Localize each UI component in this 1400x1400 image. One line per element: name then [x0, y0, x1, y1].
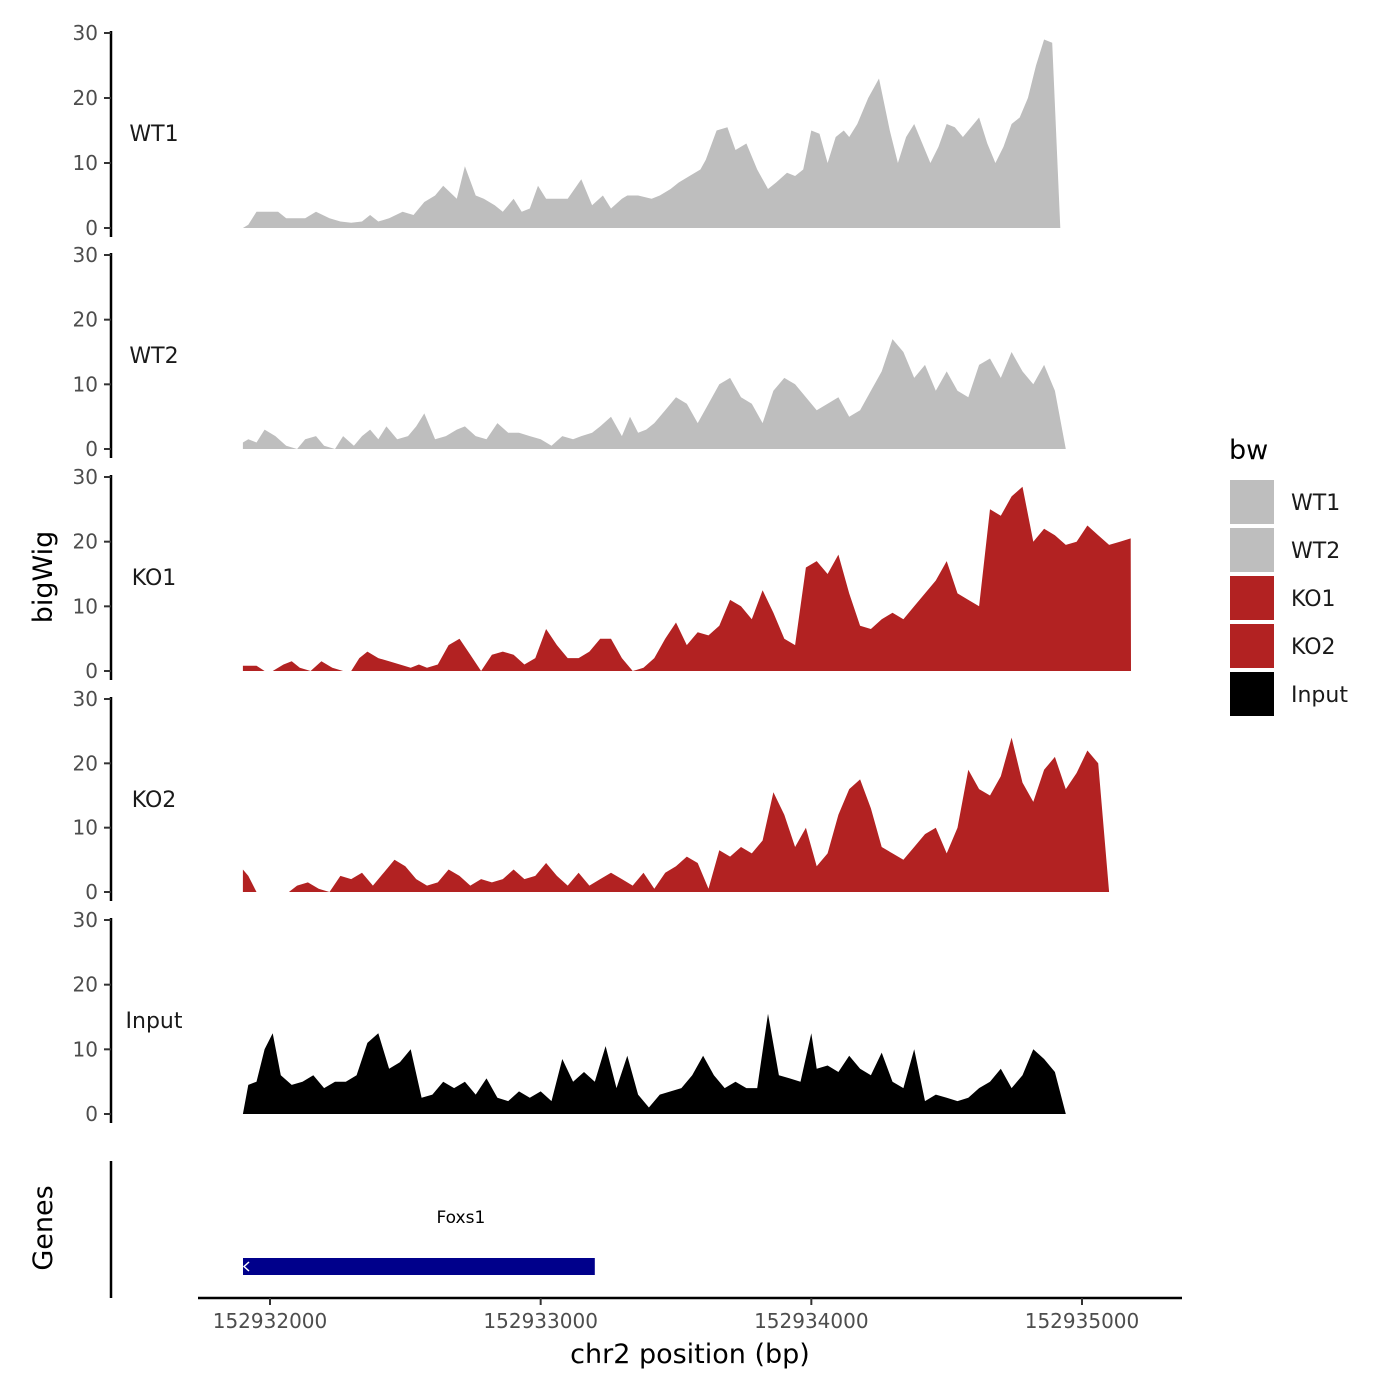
y-tick-label: 0 [85, 880, 98, 904]
legend-label: KO1 [1291, 587, 1336, 612]
y-tick-label: 30 [73, 687, 98, 711]
y-tick-label: 10 [73, 594, 98, 618]
legend-swatch [1230, 480, 1274, 524]
y-tick-label: 30 [73, 908, 98, 932]
y-tick-label: 0 [85, 659, 98, 683]
track-wt2: 0 10 20 30 WT2 [73, 243, 1131, 461]
legend-swatch [1230, 528, 1274, 572]
track-label: Input [126, 1009, 183, 1034]
y-tick-label: 20 [73, 308, 98, 332]
x-tick-label: 152933000 [483, 1309, 598, 1333]
legend-entry-ko2: KO2 [1230, 624, 1336, 668]
track-label: KO1 [132, 566, 177, 591]
legend-entry-wt1: WT1 [1230, 480, 1340, 524]
y-tick-label: 20 [73, 86, 98, 110]
y-tick-label: 30 [73, 465, 98, 489]
area-wt2 [242, 339, 1131, 449]
legend-swatch [1230, 576, 1274, 620]
legend: bw WT1 WT2 KO1 KO2 Input [1229, 435, 1348, 716]
gene-track: Foxs1 [109, 1161, 595, 1298]
area-wt1 [242, 39, 1131, 228]
y-tick-label: 30 [73, 21, 98, 45]
gene-label: Foxs1 [437, 1208, 486, 1228]
y-tick-label: 20 [73, 751, 98, 775]
y-axis-title: bigWig [28, 531, 59, 624]
legend-entry-input: Input [1230, 672, 1348, 716]
legend-entry-ko1: KO1 [1230, 576, 1336, 620]
strand-arrow-icon [242, 1261, 250, 1272]
legend-label: Input [1291, 683, 1348, 708]
track-label: WT2 [129, 344, 178, 369]
legend-title: bw [1229, 435, 1268, 466]
x-tick-label: 152934000 [754, 1309, 869, 1333]
legend-entry-wt2: WT2 [1230, 528, 1340, 572]
track-label: WT1 [129, 122, 178, 147]
x-axis-title: chr2 position (bp) [570, 1339, 810, 1370]
y-tick-label: 10 [73, 1037, 98, 1061]
x-axis: 152932000 152933000 152934000 152935000 [198, 1296, 1182, 1333]
y-tick-label: 0 [85, 1102, 98, 1126]
area-ko1 [242, 486, 1131, 671]
track-input: 0 10 20 30 Input [73, 908, 1131, 1126]
y-tick-label: 10 [73, 151, 98, 175]
y-tick-label: 30 [73, 243, 98, 267]
x-tick-label: 152935000 [1025, 1309, 1140, 1333]
signal-tracks: 0 10 20 30 WT1 0 10 20 30 WT2 0 10 20 30 KO1 0 10 20 30 KO2… [73, 21, 1131, 1126]
track-ko1: 0 10 20 30 KO1 [73, 465, 1131, 683]
y-tick-label: 10 [73, 816, 98, 840]
y-tick-label: 0 [85, 216, 98, 240]
legend-swatch [1230, 624, 1274, 668]
legend-label: KO2 [1291, 635, 1336, 660]
legend-label: WT2 [1291, 539, 1340, 564]
track-wt1: 0 10 20 30 WT1 [73, 21, 1131, 240]
x-tick-label: 152932000 [213, 1309, 328, 1333]
y-tick-label: 20 [73, 973, 98, 997]
legend-label: WT1 [1291, 491, 1340, 516]
track-label: KO2 [132, 788, 177, 813]
y-tick-label: 0 [85, 437, 98, 461]
gene-track-title: Genes [28, 1185, 59, 1270]
track-ko2: 0 10 20 30 KO2 [73, 687, 1131, 904]
gene-body [243, 1258, 595, 1275]
gene-foxs1: Foxs1 [242, 1208, 595, 1275]
y-tick-label: 20 [73, 530, 98, 554]
area-ko2 [242, 737, 1131, 892]
y-tick-label: 10 [73, 372, 98, 396]
area-input [242, 1013, 1131, 1114]
legend-swatch [1230, 672, 1274, 716]
